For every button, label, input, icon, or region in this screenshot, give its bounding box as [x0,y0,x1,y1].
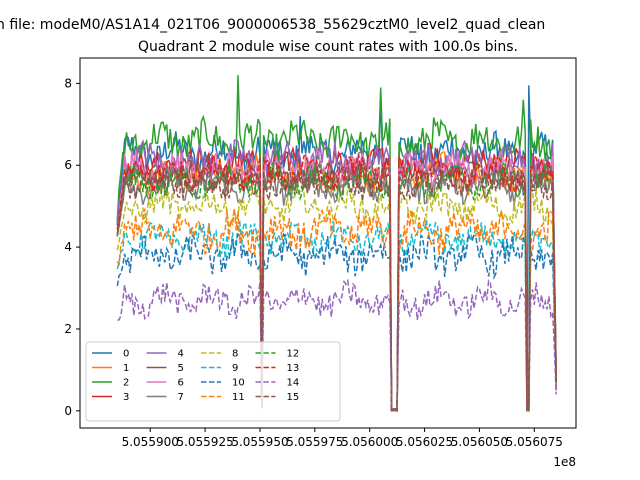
legend-label-9: 9 [232,363,238,374]
series-line-5 [116,157,557,412]
axes-frame [79,57,577,429]
legend-label-7: 7 [178,392,184,403]
y-tick-label: 8 [64,76,72,90]
x-tick-label: 5.055900 [122,435,179,449]
x-tick-label: 5.056050 [451,435,508,449]
legend-label-8: 8 [232,349,238,360]
x-tick-label: 5.056000 [341,435,398,449]
legend-label-5: 5 [178,363,184,374]
x-tick-label: 5.055925 [176,435,233,449]
legend-label-12: 12 [287,349,300,360]
legend-label-3: 3 [123,392,129,403]
series-line-15 [116,161,557,412]
series-line-11 [116,208,557,412]
y-tick-label: 2 [64,322,72,336]
series-line-8 [116,184,557,413]
series-layer [116,75,557,413]
legend-label-1: 1 [123,363,129,374]
x-axis: 5.0559005.0559255.0559505.0559755.056000… [122,428,563,449]
x-tick-label: 5.055950 [231,435,288,449]
legend-label-15: 15 [287,392,300,403]
series-line-14 [117,278,557,412]
y-tick-label: 6 [64,158,72,172]
legend-label-2: 2 [123,378,129,389]
y-tick-label: 4 [64,240,72,254]
x-tick-label: 5.055975 [286,435,343,449]
x-tick-label: 5.056075 [506,435,563,449]
legend-label-13: 13 [287,363,300,374]
figure-suptitle: n file: modeM0/AS1A14_021T06_9000006538_… [0,17,545,33]
legend-label-4: 4 [178,349,184,360]
legend-label-14: 14 [287,378,300,389]
legend-label-0: 0 [123,349,129,360]
legend-label-10: 10 [232,378,245,389]
series-line-9 [116,220,557,411]
legend-label-6: 6 [178,378,184,389]
x-tick-label: 5.056025 [396,435,453,449]
legend-label-11: 11 [232,392,245,403]
y-axis: 0 2 4 6 8 [64,76,80,418]
chart-title: Quadrant 2 module wise count rates with … [138,39,518,55]
y-tick-label: 0 [64,404,72,418]
series-line-10 [116,232,557,412]
x-offset-label: 1e8 [553,455,576,469]
